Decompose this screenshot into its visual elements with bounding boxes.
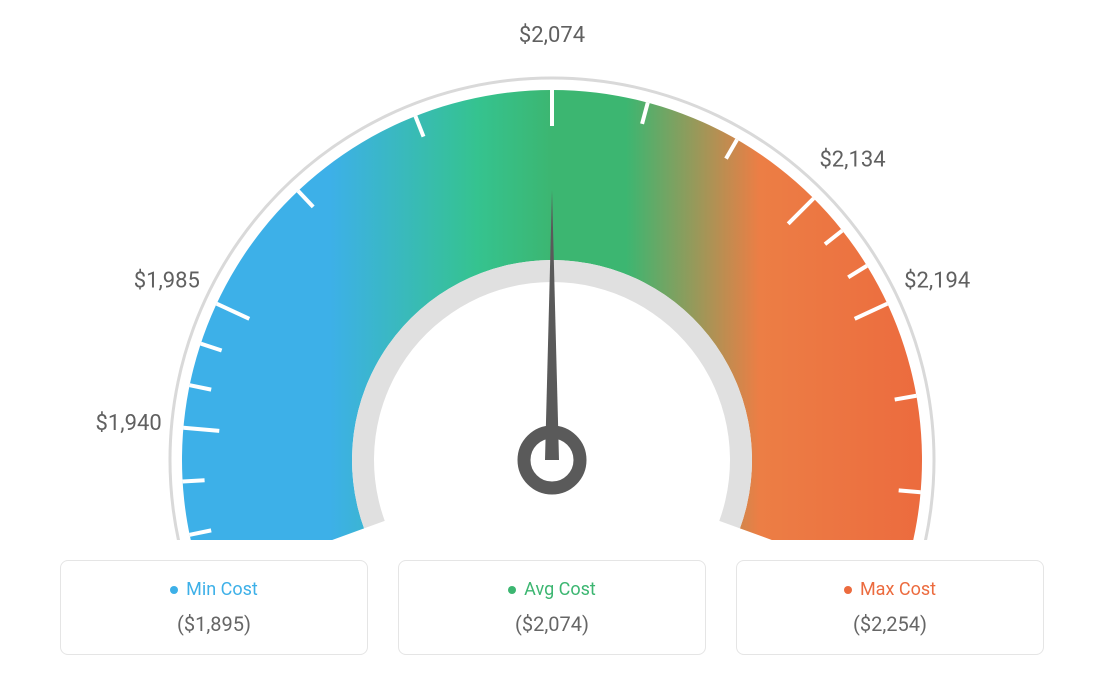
- dot-icon-max: [844, 586, 852, 594]
- gauge-tick: [183, 480, 205, 481]
- gauge-tick-label: $2,074: [519, 23, 585, 48]
- gauge-svg: $1,895$1,940$1,985$2,074$2,134$2,194$2,2…: [40, 20, 1064, 540]
- gauge-tick-label: $2,194: [904, 268, 970, 293]
- gauge-tick: [899, 490, 921, 492]
- legend-card-avg: Avg Cost ($2,074): [398, 560, 706, 655]
- gauge-tick-label: $1,940: [96, 411, 162, 436]
- gauge-area: $1,895$1,940$1,985$2,074$2,134$2,194$2,2…: [40, 20, 1064, 540]
- legend-title-line: Min Cost: [81, 579, 347, 600]
- legend-title-avg: Avg Cost: [524, 579, 596, 600]
- legend-value-max: ($2,254): [757, 612, 1023, 636]
- legend-card-min: Min Cost ($1,895): [60, 560, 368, 655]
- legend-title-min: Min Cost: [186, 579, 258, 600]
- legend-title-line: Max Cost: [757, 579, 1023, 600]
- dot-icon-avg: [508, 586, 516, 594]
- legend-value-avg: ($2,074): [419, 612, 685, 636]
- legend-title-line: Avg Cost: [419, 579, 685, 600]
- chart-container: $1,895$1,940$1,985$2,074$2,134$2,194$2,2…: [0, 0, 1104, 690]
- gauge-tick-label: $1,985: [134, 268, 200, 293]
- legend-value-min: ($1,895): [81, 612, 347, 636]
- gauge-tick-label: $2,134: [819, 147, 885, 172]
- legend-card-max: Max Cost ($2,254): [736, 560, 1044, 655]
- legend-row: Min Cost ($1,895) Avg Cost ($2,074) Max …: [40, 560, 1064, 655]
- dot-icon-min: [170, 586, 178, 594]
- legend-title-max: Max Cost: [860, 579, 936, 600]
